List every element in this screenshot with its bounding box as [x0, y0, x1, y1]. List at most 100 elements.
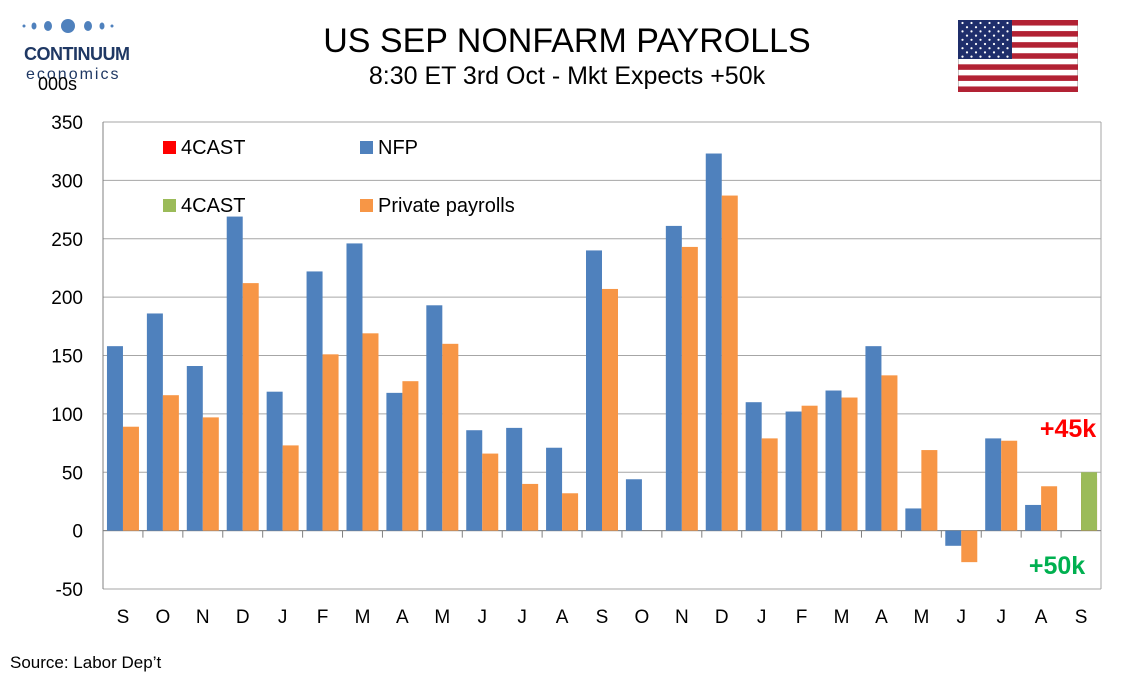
bar-private-payrolls [202, 417, 219, 531]
bar-nfp [745, 402, 762, 531]
bar-nfp [146, 313, 163, 531]
bar-nfp [226, 216, 243, 531]
bar-private-payrolls [282, 445, 299, 531]
continuum-economics-logo: CONTINUUM economics [8, 10, 133, 100]
y-tick-label: 250 [51, 230, 83, 251]
y-tick-label: -50 [56, 580, 83, 601]
bar-private-payrolls [681, 246, 698, 531]
x-tick-label: S [1075, 607, 1088, 628]
x-tick-label: M [355, 607, 371, 628]
x-tick-label: O [155, 607, 170, 628]
logo-dots-icon [22, 19, 114, 33]
bar-nfp [665, 225, 682, 531]
bar-private-payrolls [1041, 486, 1058, 531]
bar-nfp [266, 391, 283, 531]
x-tick-label: M [434, 607, 450, 628]
bar-nfp [865, 346, 882, 531]
bar-nfp [546, 447, 563, 531]
legend-swatch [163, 199, 176, 212]
y-tick-label: 50 [62, 463, 83, 484]
logo-brand-text: CONTINUUM [24, 44, 130, 64]
bar-nfp [985, 438, 1002, 531]
y-tick-label: 300 [51, 171, 83, 192]
bar-nfp [186, 366, 203, 531]
x-tick-label: F [317, 607, 329, 628]
bar-private-payrolls [122, 426, 139, 531]
logo-sub-text: economics [26, 66, 121, 83]
y-tick-label: 100 [51, 405, 83, 426]
x-tick-label: M [834, 607, 850, 628]
bar-private-payrolls [881, 375, 898, 531]
bar-nfp [945, 530, 962, 546]
x-tick-label: F [796, 607, 808, 628]
bar-private-payrolls [1001, 440, 1018, 531]
bar-private-payrolls [721, 195, 738, 531]
bar-nfp [506, 427, 523, 531]
bar-nfp [625, 479, 642, 531]
bar-nfp [825, 390, 842, 531]
legend-swatch [163, 141, 176, 154]
bar-private-payrolls [522, 483, 539, 531]
x-tick-label: J [957, 607, 967, 628]
us-flag-icon [958, 20, 1078, 92]
legend-label: 4CAST [181, 195, 245, 217]
legend-label: NFP [378, 137, 418, 159]
bar-private-payrolls [402, 381, 419, 531]
x-tick-label: J [477, 607, 487, 628]
x-tick-label: S [596, 607, 609, 628]
bar-nfp [905, 508, 922, 531]
y-tick-label: 200 [51, 288, 83, 309]
bar-nfp [586, 250, 602, 531]
y-tick-label: 0 [72, 522, 83, 543]
y-tick-label: 350 [51, 113, 83, 134]
x-tick-label: D [236, 607, 250, 628]
bar-nfp [1025, 504, 1042, 531]
bar-private-payrolls [841, 397, 858, 531]
bar-private-payrolls [242, 283, 259, 531]
chart-subtitle: 8:30 ET 3rd Oct - Mkt Expects +50k [368, 62, 766, 90]
legend-swatch [360, 141, 373, 154]
x-tick-label: D [715, 607, 729, 628]
bar-private-payrolls [322, 354, 339, 531]
x-tick-label: J [996, 607, 1006, 628]
x-tick-label: J [517, 607, 527, 628]
bar-4cast-private [1081, 472, 1098, 531]
x-tick-label: J [757, 607, 767, 628]
bar-nfp [705, 153, 722, 531]
bar-nfp [386, 392, 403, 531]
x-tick-label: A [875, 607, 888, 628]
x-tick-label: S [117, 607, 130, 628]
bar-private-payrolls [562, 493, 579, 531]
x-tick-label: M [913, 607, 929, 628]
y-tick-label: 150 [51, 347, 83, 368]
x-tick-label: A [556, 607, 569, 628]
x-tick-label: N [196, 607, 210, 628]
bar-nfp [785, 411, 802, 531]
bar-private-payrolls [801, 405, 818, 531]
bar-nfp [306, 271, 323, 531]
x-tick-label: A [396, 607, 409, 628]
bar-private-payrolls [961, 530, 978, 563]
bar-nfp [466, 430, 483, 531]
chart-title: US SEP NONFARM PAYROLLS [323, 22, 811, 60]
bar-private-payrolls [482, 453, 499, 531]
bar-private-payrolls [362, 333, 379, 531]
x-tick-label: N [675, 607, 689, 628]
x-tick-label: J [278, 607, 288, 628]
legend-label: Private payrolls [378, 195, 515, 217]
x-tick-label: O [635, 607, 650, 628]
legend-swatch [360, 199, 373, 212]
bar-private-payrolls [162, 395, 179, 531]
bar-nfp [106, 346, 123, 531]
unit-label: 000s [38, 74, 78, 94]
bar-private-payrolls [602, 288, 618, 531]
bar-private-payrolls [921, 450, 938, 531]
bar-private-payrolls [442, 343, 459, 531]
source-note: Source: Labor Dep’t [10, 653, 162, 672]
bar-nfp [346, 243, 363, 531]
bar-nfp [426, 305, 443, 531]
x-tick-label: A [1035, 607, 1048, 628]
bar-private-payrolls [761, 438, 778, 531]
annotation-4cast-private: +50k [1029, 552, 1085, 580]
legend-label: 4CAST [181, 137, 245, 159]
